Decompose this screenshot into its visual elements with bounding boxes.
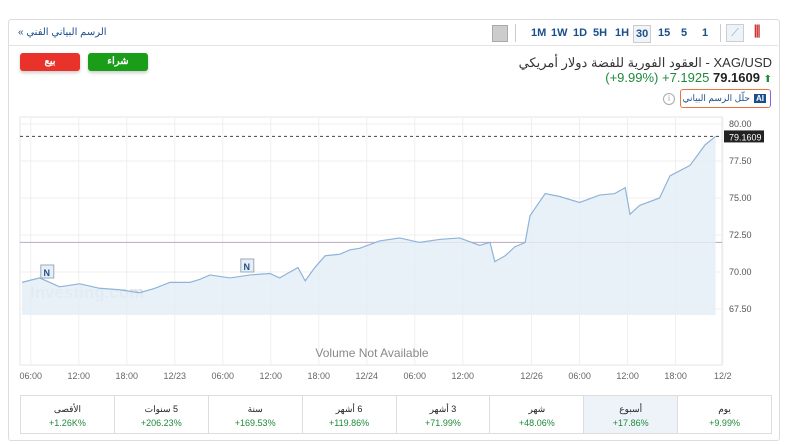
analyze-chart-button[interactable]: AI حلّل الرسم البياني (680, 89, 771, 108)
period-label: سنة (247, 404, 263, 414)
instrument-title: XAG/USD - العقود الفورية للفضة دولار أمر… (518, 55, 772, 70)
period-value: +48.06% (518, 418, 555, 428)
price-row: (+9.99%) +7.1925 79.1609 ⬆ (605, 70, 772, 85)
period-label: 5 سنوات (144, 404, 179, 414)
timeframe-30[interactable]: 30 (633, 25, 652, 43)
timeframe-1D[interactable]: 1D (573, 27, 588, 39)
period-label: أسبوع (619, 404, 643, 414)
period-value: +119.86% (329, 418, 370, 428)
last-price: 79.1609 (712, 70, 760, 85)
ai-badge: AI (754, 94, 766, 103)
change: +7.1925 (662, 70, 710, 85)
period-value: +169.53% (234, 418, 276, 428)
chart-toolbar (8, 19, 778, 46)
period-value: +9.99% (709, 418, 740, 428)
timeframe-1H[interactable]: 1H (615, 27, 630, 39)
period-3[interactable]: 3 أشهر +71.99% (395, 396, 490, 433)
period-performance: يوم +9.99% أسبوع +17.86% شهر +48.06% 3 أشهر +71… (20, 395, 772, 434)
timeframe-5[interactable]: 5 (681, 27, 688, 39)
period-value: +71.99% (425, 418, 461, 428)
analyze-label: حلّل الرسم البياني (682, 93, 750, 103)
period-label: يوم (718, 404, 731, 414)
divider (720, 24, 721, 42)
layout-icon[interactable] (492, 25, 508, 42)
period-4[interactable]: 6 أشهر +119.86% (301, 396, 396, 433)
period-0[interactable]: يوم +9.99% (677, 396, 771, 433)
technical-chart-link[interactable]: الرسم البياني الفني » (18, 27, 107, 38)
timeframe-1[interactable]: 1 (702, 27, 709, 39)
period-value: +1.26K% (49, 418, 86, 428)
period-6[interactable]: 5 سنوات +206.23% (113, 396, 208, 433)
timeframe-5H[interactable]: 5H (593, 27, 608, 39)
period-2[interactable]: شهر +48.06% (489, 396, 583, 433)
change-pct: (+9.99%) (605, 70, 659, 85)
period-label: 3 أشهر (429, 404, 457, 414)
sell-button[interactable]: بيع (20, 53, 80, 71)
divider (515, 24, 516, 42)
period-1[interactable]: أسبوع +17.86% (583, 396, 678, 433)
candlestick-icon[interactable]: ⫼ (754, 23, 761, 39)
timeframe-1W[interactable]: 1W (551, 27, 568, 39)
period-value: +206.23% (140, 418, 182, 428)
buy-button[interactable]: شراء (88, 53, 148, 71)
period-label: 6 أشهر (335, 404, 363, 414)
info-icon[interactable]: i (663, 93, 675, 105)
timeframe-15[interactable]: 15 (658, 27, 671, 39)
period-label: الأقصى (53, 404, 82, 414)
chart-widget (8, 19, 780, 441)
line-chart-icon[interactable]: ⟋ (726, 24, 744, 42)
period-7[interactable]: الأقصى +1.26K% (21, 396, 114, 433)
up-arrow-icon: ⬆ (763, 74, 772, 85)
period-5[interactable]: سنة +169.53% (207, 396, 302, 433)
timeframe-1M[interactable]: 1M (531, 27, 547, 39)
period-value: +17.86% (612, 418, 649, 428)
period-label: شهر (528, 404, 546, 414)
